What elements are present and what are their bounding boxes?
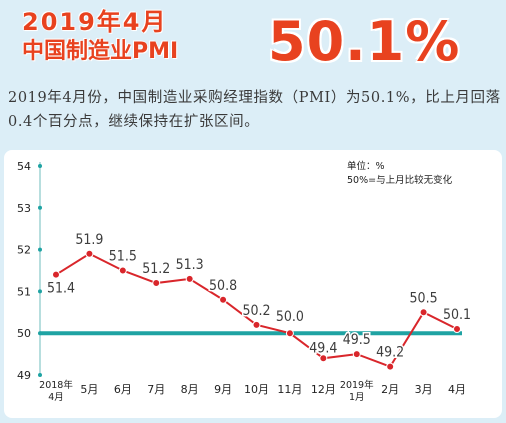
data-label: 51.4 <box>47 281 75 297</box>
data-label: 49.2 <box>376 345 404 361</box>
data-point <box>352 350 361 359</box>
data-point <box>453 325 461 334</box>
data-label: 51.3 <box>176 257 204 273</box>
x-tick-label: 9月 <box>214 383 232 396</box>
data-label: 50.0 <box>276 309 304 325</box>
data-point <box>152 279 161 288</box>
x-tick-label: 12月 <box>311 383 336 396</box>
data-label: 49.4 <box>309 340 337 356</box>
y-tick-label: 50 <box>17 327 31 340</box>
y-tick-label: 51 <box>17 285 31 298</box>
x-tick-label: 2019年 1月 <box>340 379 374 403</box>
data-point <box>52 270 60 279</box>
y-tick-label: 53 <box>17 202 31 215</box>
data-label: 50.2 <box>242 303 270 319</box>
x-tick-label: 6月 <box>114 383 132 396</box>
y-tick-dot <box>38 373 42 377</box>
data-label: 50.1 <box>443 307 471 323</box>
x-tick-label: 10月 <box>244 383 269 396</box>
y-tick-dot <box>38 205 42 210</box>
data-point <box>285 329 294 338</box>
chart-panel <box>4 150 502 418</box>
y-tick-label: 49 <box>17 369 31 382</box>
header-title-block: 2019年4月 中国制造业PMI <box>21 8 179 66</box>
x-tick-label: 3月 <box>415 383 433 396</box>
data-label: 51.5 <box>109 249 137 265</box>
y-tick-dot <box>38 289 42 294</box>
data-label: 51.9 <box>75 232 103 248</box>
legend-note: 单位：% 50%=与上月比较无变化 <box>347 160 452 188</box>
x-tick-label: 11月 <box>277 383 302 396</box>
data-label: 49.5 <box>343 332 371 348</box>
data-point <box>118 266 127 275</box>
x-tick-label: 8月 <box>181 383 199 396</box>
header-subject: 中国制造业PMI <box>22 39 179 64</box>
y-tick-label: 52 <box>17 244 31 257</box>
x-tick-label: 2月 <box>381 383 399 396</box>
unit-note: 单位：% <box>347 161 385 172</box>
y-tick-dot <box>38 247 42 252</box>
data-label: 50.5 <box>410 290 438 306</box>
data-point <box>85 249 94 258</box>
header-date: 2019年4月 <box>21 8 168 37</box>
y-tick-dot <box>38 164 42 168</box>
data-point <box>252 320 261 329</box>
data-label: 51.2 <box>142 261 170 277</box>
data-point <box>185 274 194 283</box>
x-tick-label: 4月 <box>448 383 466 396</box>
data-point <box>386 362 395 371</box>
header-pmi-value: 50.1% <box>268 10 461 73</box>
x-tick-label: 2018年 4月 <box>39 379 73 403</box>
baseline-note: 50%=与上月比较无变化 <box>347 175 453 186</box>
data-point <box>319 354 328 363</box>
data-point <box>419 308 428 317</box>
data-label: 50.8 <box>209 278 237 294</box>
x-tick-label: 5月 <box>80 383 98 396</box>
summary-text: 2019年4月份，中国制造业采购经理指数（PMI）为50.1%，比上月回落0.4… <box>8 90 501 130</box>
y-tick-label: 54 <box>17 160 31 173</box>
x-tick-label: 7月 <box>147 383 165 396</box>
data-point <box>219 295 228 304</box>
